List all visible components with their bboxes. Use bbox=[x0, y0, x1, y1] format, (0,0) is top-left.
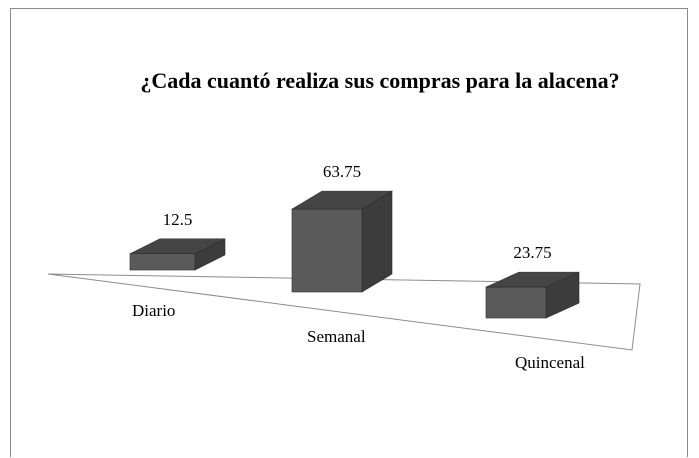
data-label: 12.5 bbox=[163, 210, 193, 229]
chart-title: ¿Cada cuantó realiza sus compras para la… bbox=[140, 68, 620, 93]
x-tick-label: Quincenal bbox=[515, 353, 585, 372]
data-label: 63.75 bbox=[323, 162, 361, 181]
bar-front bbox=[291, 208, 363, 293]
x-tick-label: Diario bbox=[132, 301, 175, 320]
bar bbox=[290, 190, 394, 293]
data-label: 23.75 bbox=[513, 243, 551, 262]
chart-frame bbox=[10, 8, 688, 457]
bar-front bbox=[129, 253, 196, 271]
bar bbox=[485, 271, 580, 319]
bar bbox=[129, 238, 226, 271]
bar-front bbox=[485, 286, 547, 319]
x-tick-label: Semanal bbox=[307, 327, 366, 346]
